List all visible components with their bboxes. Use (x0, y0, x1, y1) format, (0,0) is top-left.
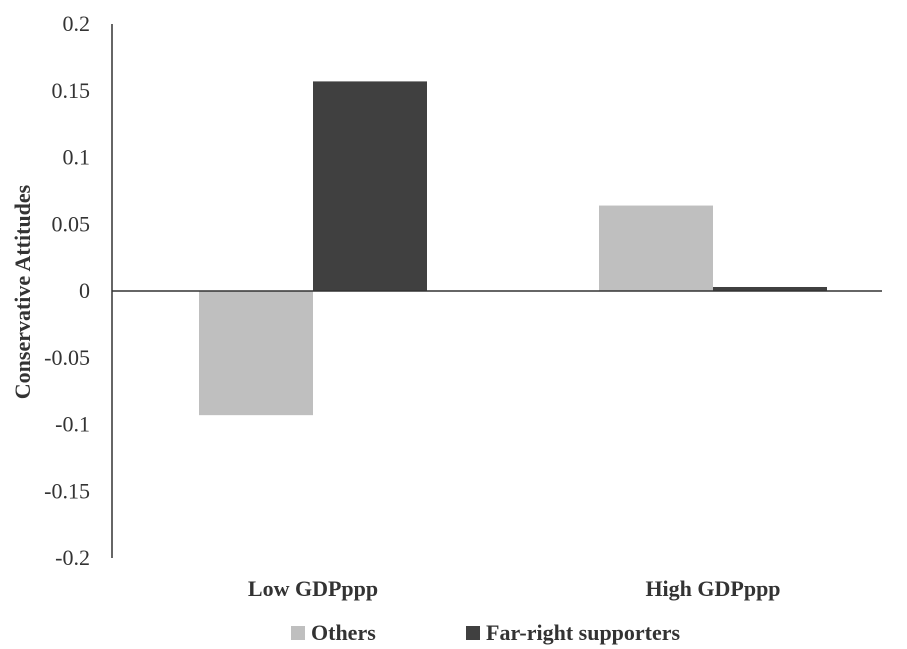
x-category-label: High GDPppp (645, 576, 780, 601)
y-axis-label: Conservative Attitudes (10, 184, 35, 399)
y-tick-label: -0.1 (55, 412, 90, 437)
legend-label: Far-right supporters (486, 620, 681, 645)
bar-others-low-gdpppp (199, 291, 313, 416)
y-tick-label: -0.05 (44, 345, 90, 370)
legend-label: Others (311, 620, 376, 645)
legend-item-far-right-supporters: Far-right supporters (466, 620, 681, 645)
bar-far-right-supporters-high-gdpppp (713, 286, 827, 291)
legend: Others Far-right supporters (291, 620, 681, 645)
x-axis-category-labels: Low GDPppp High GDPppp (248, 576, 781, 601)
y-tick-label: 0.05 (52, 211, 91, 236)
legend-swatch (291, 626, 305, 640)
y-tick-label: -0.2 (55, 545, 90, 570)
y-tick-label: 0.2 (63, 11, 91, 36)
bar-others-high-gdpppp (599, 205, 713, 291)
legend-item-others: Others (291, 620, 376, 645)
y-tick-label: 0.1 (63, 145, 91, 170)
y-tick-label: 0.15 (52, 78, 91, 103)
y-tick-label: 0 (79, 278, 90, 303)
y-tick-label: -0.15 (44, 478, 90, 503)
x-category-label: Low GDPppp (248, 576, 378, 601)
y-axis-ticks: 0.2 0.15 0.1 0.05 0 -0.05 -0.1 -0.15 -0.2 (44, 11, 90, 570)
legend-swatch (466, 626, 480, 640)
bar-far-right-supporters-low-gdpppp (313, 81, 427, 291)
bars (199, 81, 827, 416)
